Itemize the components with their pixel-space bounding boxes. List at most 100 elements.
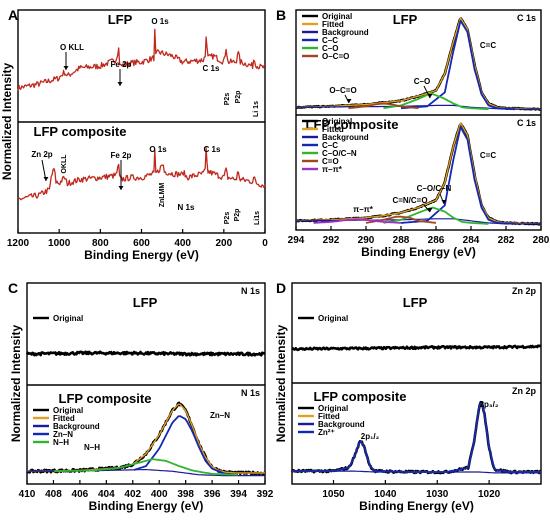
subplot-corner-label: N 1s — [241, 286, 260, 296]
subplot-corner-label: C 1s — [517, 13, 536, 23]
legend-label: C–C — [322, 36, 338, 45]
peak-annotation: P2p — [234, 209, 241, 222]
x-tick-label: 410 — [19, 489, 36, 500]
x-tick-label: 280 — [533, 235, 550, 246]
panel-a: 1200 1000 800 600 400 200 0 Binding Energy (eV)… — [0, 7, 268, 262]
legend-label: C–O/C–N — [322, 149, 357, 158]
peak-annotation: Fe 2p — [111, 151, 132, 160]
x-tick-label: 400 — [151, 489, 168, 500]
peak-annotation: O 1s — [149, 145, 167, 154]
subplot-title: LFP composite — [306, 117, 399, 132]
series-line-zn- — [292, 401, 541, 473]
x-tick-label: 1030 — [426, 489, 449, 500]
subplot-title: LFP composite — [59, 391, 152, 406]
panel-letter: C — [8, 280, 18, 296]
legend-label: Original — [318, 404, 348, 413]
legend-label: Fitted — [318, 412, 340, 421]
panel-b: 294 292 290 288 286 284 282 280 Binding Energy (… — [276, 7, 550, 259]
legend-label: Original — [53, 314, 83, 323]
x-tick-label: 404 — [98, 489, 115, 500]
x-tick-label: 1020 — [478, 489, 501, 500]
plot-frame — [26, 282, 266, 485]
series-line-c-o-c-n — [383, 206, 489, 225]
peak-annotation: OKLL — [61, 154, 68, 174]
x-tick-label: 294 — [288, 235, 305, 246]
peak-annotation: 2p₃/₂ — [480, 400, 499, 409]
x-tick-label: 396 — [204, 489, 221, 500]
peak-annotation: C–O/C–N — [417, 184, 452, 193]
legend-label: Original — [322, 12, 352, 21]
x-tick-label: 292 — [323, 235, 340, 246]
peak-annotation: C 1s — [204, 145, 221, 154]
panel-letter: D — [276, 280, 286, 296]
arrow-head-icon — [117, 82, 123, 86]
x-axis-label: Binding Energy (eV) — [359, 499, 474, 513]
legend-label: Fitted — [322, 125, 344, 134]
legend-label: Zn–N — [53, 430, 73, 439]
subplot-title: LFP composite — [314, 389, 407, 404]
y-axis-label: Normalized Intensity — [274, 324, 288, 442]
y-axis-label: Normalized Intensity — [9, 324, 23, 442]
x-tick-label: 1050 — [322, 489, 345, 500]
arrow-head-icon — [427, 94, 433, 98]
subplot-corner-label: C 1s — [517, 118, 536, 128]
x-tick-label: 290 — [358, 235, 375, 246]
plot-frame — [295, 9, 542, 231]
peak-annotation: ZnLMM — [159, 183, 166, 208]
panel-letter: A — [8, 7, 18, 23]
y-axis-label: Normalized Intensity — [0, 62, 14, 180]
peak-annotation: Li 1s — [253, 101, 260, 117]
peak-annotation: Zn–N — [210, 411, 230, 420]
legend-label: O–C=O — [322, 52, 349, 61]
series-line-c-c — [400, 126, 515, 225]
legend-label: Background — [318, 420, 365, 429]
x-tick-label: 392 — [257, 489, 274, 500]
peak-annotation: π–π* — [353, 205, 374, 214]
subplot-title: LFP — [403, 295, 428, 310]
arrow-head-icon — [441, 200, 447, 204]
x-tick-label: 282 — [498, 235, 515, 246]
peak-annotation: N–H — [84, 443, 100, 452]
annotation-arrow — [423, 204, 431, 213]
peak-annotation: P2s — [224, 212, 231, 225]
legend-label: Original — [322, 117, 352, 126]
series-line-original — [291, 344, 542, 352]
x-tick-label: 398 — [177, 489, 194, 500]
peak-annotation: C–O — [414, 77, 430, 86]
x-tick-label: 394 — [230, 489, 247, 500]
peak-annotation: P2s — [224, 93, 231, 106]
x-tick-label: 800 — [92, 238, 109, 249]
peak-annotation: O 1s — [151, 17, 169, 26]
arrow-head-icon — [118, 186, 124, 190]
panel-d: 1050 1040 1030 1020 Binding Energy (eV) Norma… — [274, 280, 542, 513]
series-line-o-c-o — [348, 102, 419, 110]
subplot-corner-label: Zn 2p — [512, 386, 537, 396]
panel-c: 410 408 406 404 402 400 398 396 394 392 Binding En… — [8, 280, 274, 513]
peak-annotation: C 1s — [203, 64, 220, 73]
peak-annotation: C=C — [480, 151, 496, 160]
legend-label: Original — [318, 314, 348, 323]
x-axis-label: Binding Energy (eV) — [89, 499, 204, 513]
x-tick-label: 286 — [428, 235, 445, 246]
legend-label: Zn²⁺ — [318, 428, 335, 437]
peak-annotation: N 1s — [178, 203, 195, 212]
panel-letter: B — [276, 7, 286, 23]
peak-annotation: P2p — [235, 91, 242, 104]
arrow-head-icon — [346, 99, 352, 103]
legend-label: C–C — [322, 141, 338, 150]
subplot-corner-label: Zn 2p — [512, 286, 537, 296]
legend-label: Original — [53, 406, 83, 415]
legend-label: C=O — [322, 157, 339, 166]
subplot-title: LFP — [133, 295, 158, 310]
peak-annotation: O KLL — [60, 43, 84, 52]
x-axis-label: Binding Energy (eV) — [361, 245, 476, 259]
subplot-title: LFP — [393, 12, 418, 27]
subplot-title: LFP — [108, 12, 133, 27]
subplot-corner-label: N 1s — [241, 388, 260, 398]
legend-label: Fitted — [322, 20, 344, 29]
legend-label: Background — [322, 133, 369, 142]
legend-label: Background — [53, 422, 100, 431]
peak-annotation: Li1s — [254, 211, 261, 225]
x-tick-label: 600 — [133, 238, 150, 249]
